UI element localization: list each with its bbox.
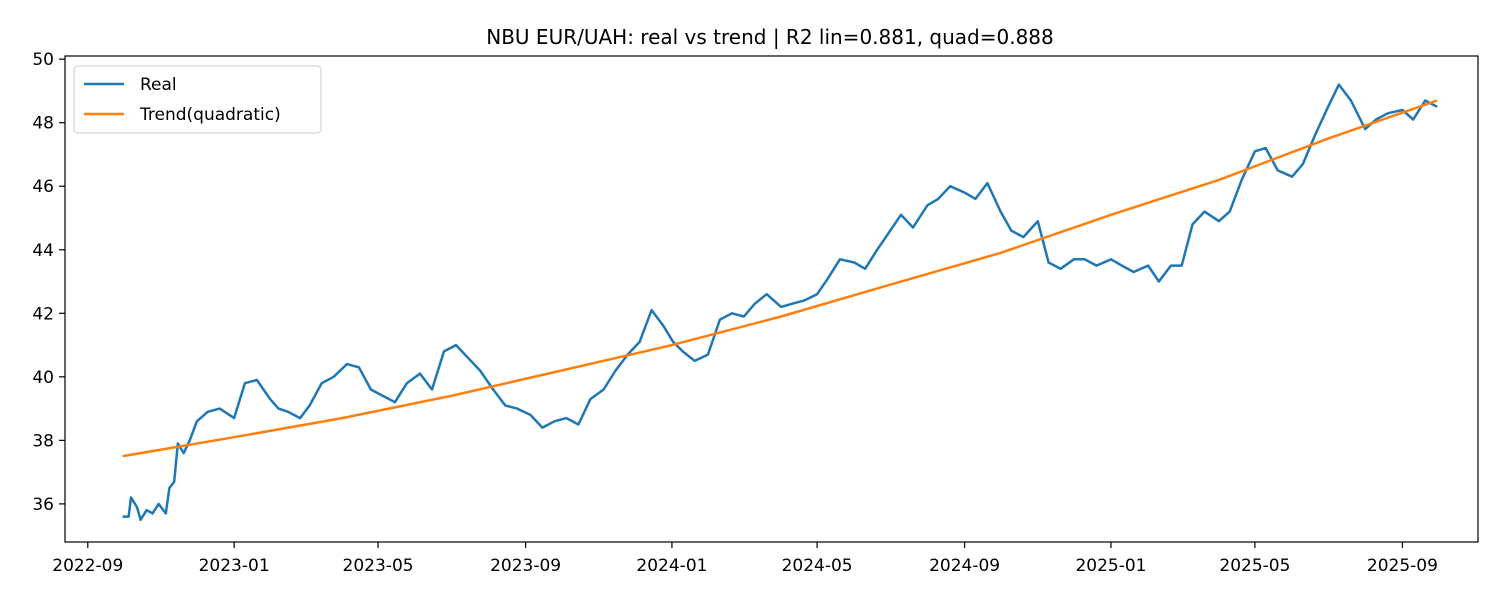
x-tick-label: 2024-05 bbox=[782, 556, 853, 576]
series-layer bbox=[122, 83, 1438, 522]
x-tick-label: 2023-09 bbox=[490, 556, 561, 576]
x-tick-label: 2023-01 bbox=[199, 556, 270, 576]
x-tick-label: 2023-05 bbox=[343, 556, 414, 576]
series-line-trend-quadratic bbox=[122, 99, 1438, 458]
y-axis: 36 38 40 42 44 46 48 50 bbox=[32, 50, 65, 515]
y-tick-label: 44 bbox=[32, 241, 54, 261]
x-axis: 2022-09 2023-01 2023-05 2023-09 2024-01 2024-… bbox=[52, 542, 1438, 576]
legend: Real Trend(quadratic) bbox=[73, 65, 322, 134]
series-line-real bbox=[122, 83, 1438, 522]
x-tick-label: 2024-09 bbox=[929, 556, 1000, 576]
y-tick-label: 36 bbox=[32, 495, 54, 515]
y-tick-label: 42 bbox=[32, 304, 54, 324]
y-tick-label: 46 bbox=[32, 177, 54, 197]
y-tick-label: 40 bbox=[32, 368, 54, 388]
x-tick-label: 2024-01 bbox=[636, 556, 707, 576]
x-tick-label: 2022-09 bbox=[52, 556, 123, 576]
x-tick-label: 2025-09 bbox=[1367, 556, 1438, 576]
legend-label-real: Real bbox=[140, 75, 177, 95]
y-tick-label: 38 bbox=[32, 431, 54, 451]
legend-label-trend: Trend(quadratic) bbox=[139, 105, 281, 125]
x-tick-label: 2025-01 bbox=[1075, 556, 1146, 576]
legend-box bbox=[73, 65, 322, 134]
chart-title: NBU EUR/UAH: real vs trend | R2 lin=0.88… bbox=[486, 25, 1054, 49]
y-tick-label: 50 bbox=[32, 50, 54, 70]
y-tick-label: 48 bbox=[32, 114, 54, 134]
plot-frame bbox=[64, 55, 1479, 543]
x-tick-label: 2025-05 bbox=[1219, 556, 1290, 576]
